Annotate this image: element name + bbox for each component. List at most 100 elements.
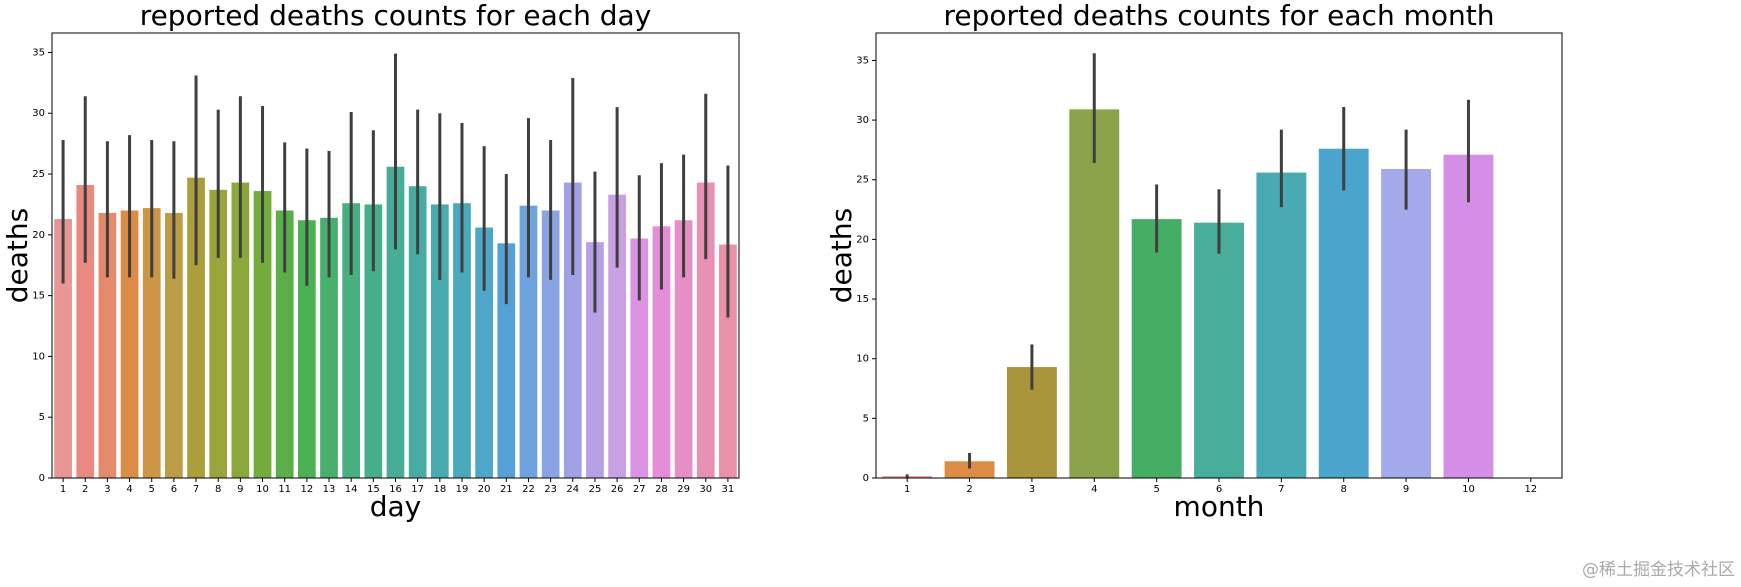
x-tick-label: 12 — [300, 484, 313, 495]
x-tick-label: 26 — [611, 484, 624, 495]
x-tick-label: 6 — [171, 484, 177, 495]
x-tick-label: 9 — [237, 484, 243, 495]
y-tick-label: 30 — [856, 115, 869, 126]
bar — [275, 210, 294, 478]
y-tick-label: 35 — [856, 55, 869, 66]
y-tick-label: 35 — [32, 47, 45, 58]
x-tick-label: 23 — [544, 484, 557, 495]
x-tick-label: 13 — [323, 484, 336, 495]
y-tick-label: 10 — [856, 354, 869, 365]
y-tick-label: 5 — [863, 413, 869, 424]
x-tick-label: 9 — [1403, 484, 1409, 495]
x-tick-label: 1 — [60, 484, 66, 495]
bar — [54, 219, 72, 478]
x-tick-label: 1 — [904, 484, 910, 495]
x-tick-label: 2 — [966, 484, 972, 495]
bar — [209, 189, 228, 478]
bar — [719, 244, 737, 478]
bar — [364, 204, 383, 478]
bar — [497, 243, 516, 478]
chart-title: reported deaths counts for each day — [140, 0, 652, 32]
bar — [253, 191, 272, 478]
x-tick-label: 21 — [500, 484, 513, 495]
bar — [187, 177, 205, 478]
x-tick-label: 2 — [82, 484, 88, 495]
bar — [76, 184, 95, 478]
x-tick-label: 8 — [215, 484, 221, 495]
x-tick-label: 5 — [1153, 484, 1159, 495]
x-axis-label: month — [1174, 490, 1265, 523]
bar — [1318, 148, 1369, 478]
y-tick-label: 15 — [856, 294, 869, 305]
bar — [674, 220, 693, 479]
y-axis-label: deaths — [825, 208, 858, 303]
bar — [630, 238, 649, 478]
x-tick-label: 27 — [633, 484, 646, 495]
y-tick-label: 15 — [32, 291, 45, 302]
x-tick-label: 16 — [389, 484, 402, 495]
bar — [408, 186, 427, 478]
x-tick-label: 19 — [456, 484, 469, 495]
x-tick-label: 3 — [1029, 484, 1035, 495]
bar — [475, 227, 494, 478]
y-tick-label: 0 — [863, 473, 869, 484]
bar — [386, 166, 405, 478]
bar — [120, 210, 139, 478]
y-tick-label: 20 — [32, 230, 45, 241]
bar — [1131, 219, 1182, 478]
bar — [1381, 169, 1432, 478]
y-tick-label: 25 — [32, 169, 45, 180]
x-tick-label: 25 — [589, 484, 602, 495]
bar — [231, 182, 250, 478]
x-tick-label: 24 — [566, 484, 579, 495]
y-axis-label: deaths — [1, 208, 34, 303]
y-tick-label: 25 — [856, 175, 869, 186]
y-tick-label: 20 — [856, 234, 869, 245]
bar — [297, 220, 316, 479]
x-tick-label: 4 — [1091, 484, 1097, 495]
bar — [586, 242, 604, 478]
x-axis-label: day — [370, 490, 422, 523]
bar — [1256, 172, 1307, 478]
watermark: @稀土掘金技术社区 — [1582, 560, 1735, 580]
x-tick-label: 6 — [1216, 484, 1222, 495]
bar — [519, 205, 538, 478]
x-tick-label: 10 — [256, 484, 269, 495]
x-tick-label: 17 — [411, 484, 424, 495]
bar — [142, 208, 161, 478]
bar — [453, 203, 471, 479]
plot-frame — [875, 32, 1563, 479]
x-tick-label: 29 — [677, 484, 690, 495]
plot-frame — [51, 32, 740, 479]
y-tick-label: 0 — [39, 473, 45, 484]
bar — [1069, 109, 1120, 479]
x-tick-label: 8 — [1341, 484, 1347, 495]
x-tick-label: 28 — [655, 484, 668, 495]
bar — [430, 204, 449, 478]
bar — [1443, 154, 1494, 478]
x-tick-label: 10 — [1462, 484, 1475, 495]
x-tick-label: 18 — [433, 484, 446, 495]
bar — [696, 182, 715, 478]
x-tick-label: 12 — [1524, 484, 1537, 495]
x-tick-label: 11 — [278, 484, 291, 495]
bar — [320, 217, 338, 478]
x-tick-label: 20 — [478, 484, 491, 495]
x-tick-label: 7 — [1278, 484, 1284, 495]
y-tick-label: 5 — [39, 412, 45, 423]
bar — [608, 194, 626, 479]
bar — [652, 226, 671, 478]
x-tick-label: 31 — [722, 484, 735, 495]
x-tick-label: 7 — [193, 484, 199, 495]
bar — [563, 182, 582, 478]
y-tick-label: 10 — [32, 351, 45, 362]
x-tick-label: 4 — [126, 484, 132, 495]
bar — [1194, 222, 1244, 478]
x-tick-label: 30 — [699, 484, 712, 495]
bar — [342, 203, 361, 479]
chart-title: reported deaths counts for each month — [944, 0, 1495, 32]
bar — [541, 210, 560, 478]
x-tick-label: 14 — [345, 484, 358, 495]
bar — [165, 212, 183, 478]
